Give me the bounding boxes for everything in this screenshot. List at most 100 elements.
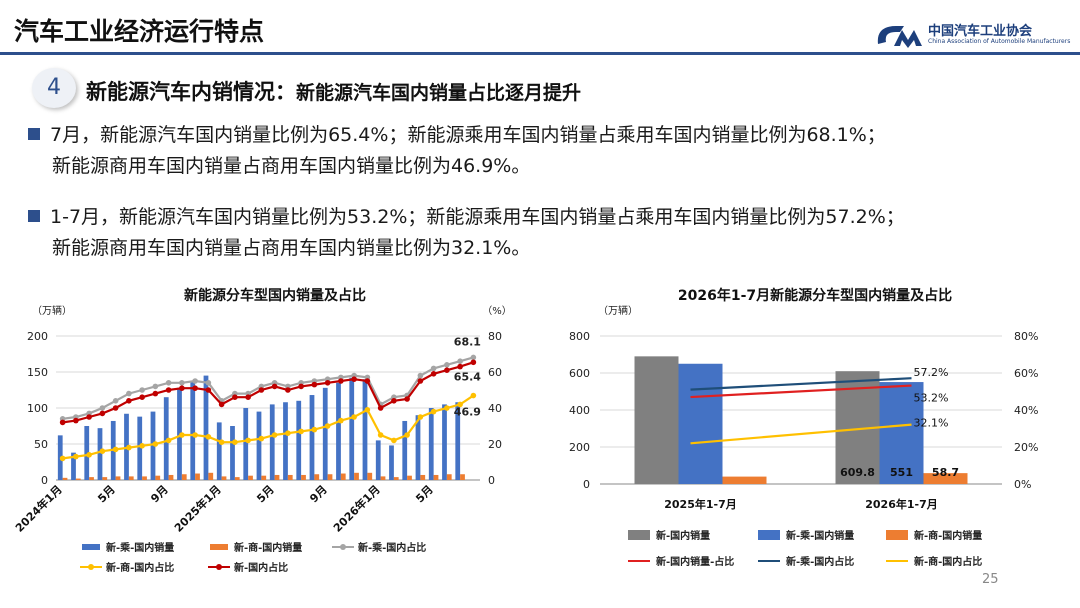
logo-text-en: China Association of Automobile Manufact… (928, 38, 1071, 45)
chart1-line-passenger-share-point (99, 405, 106, 411)
chart2-legend-label: 新-国内销量-占比 (656, 555, 734, 568)
chart1-bar-passenger (137, 416, 143, 480)
chart1-bar-passenger (203, 375, 209, 480)
chart2-legend-label: 新-商-国内销量 (914, 529, 982, 542)
chart1-line-total-share-point (152, 390, 159, 397)
chart1-line-passenger-share-point (152, 383, 159, 390)
chart1-bar-commercial (75, 478, 81, 480)
chart1-data-label: 65.4 (454, 370, 481, 383)
chart1-line-total-share-point (285, 387, 291, 393)
chart1-legend-swatch (210, 544, 228, 550)
chart1-line-commercial-share-point (165, 437, 172, 444)
chart1-bar-passenger (455, 402, 461, 480)
chart2-line-label: 57.2% (914, 366, 949, 379)
chart2-title: 2026年1-7月新能源分车型国内销量及占比 (678, 287, 952, 304)
chart1-line-total-share-point (311, 381, 318, 388)
chart2-legend-label: 新-国内销量 (656, 529, 710, 542)
section-title: 新能源汽车内销情况：新能源汽车国内销量占比逐月提升 (86, 76, 581, 106)
chart-ytd-nev-domestic: 2026年1-7月新能源分车型国内销量及占比 （万辆） 0 200 400 600 80… (569, 287, 1038, 568)
bullet-text-line2: 新能源商用车国内销量占商用车国内销量比例为32.1%。 (52, 237, 531, 259)
chart1-line-total-share-point (192, 385, 198, 391)
chart1-line-commercial-share-point (271, 432, 278, 438)
chart1-bar-commercial (380, 476, 386, 480)
chart1-line-passenger-share-point (139, 387, 145, 393)
chart2-ytick-left: 800 (569, 330, 590, 343)
chart1-line-total-share-point (351, 376, 357, 382)
chart1-bar-passenger (349, 377, 355, 480)
bullet-square-icon (28, 128, 40, 140)
chart1-line-total-share-point (417, 378, 424, 384)
chart1-line-commercial-share-point (245, 437, 251, 444)
chart1-line-total-share-point (126, 398, 132, 404)
caam-logo-mark-icon (877, 26, 922, 48)
logo-text-cn: 中国汽车工业协会 (928, 24, 1033, 39)
chart1-data-label: 68.1 (454, 335, 481, 348)
chart1-bar-commercial (89, 477, 94, 480)
chart1-line-commercial-share-point (391, 437, 397, 444)
chart1-line-commercial-share-point (179, 432, 185, 438)
chart1-bar-passenger (97, 428, 103, 480)
chart1-line-total-share-point (139, 394, 145, 400)
chart1-ytick-right: 80 (488, 330, 502, 343)
chart1-line-passenger-share-point (179, 380, 185, 386)
chart1-xtick: 9月 (148, 483, 170, 505)
chart1-bar-commercial (460, 474, 465, 480)
chart2-bar-passenger (678, 363, 723, 484)
chart1-ytick-left: 150 (27, 366, 48, 379)
chart1-line-total-share-point (86, 414, 92, 420)
chart1-bar-passenger (336, 382, 341, 480)
page-number: 25 (982, 572, 999, 587)
chart2-legend-swatch (628, 530, 650, 540)
chart1-legend-label: 新-乘-国内占比 (358, 541, 426, 554)
bullet-text-line1: 7月，新能源汽车国内销量比例为65.4%；新能源乘用车国内销量占乘用车国内销量比… (50, 124, 886, 146)
page-header-title: 汽车工业经济运行特点 (14, 17, 265, 46)
chart1-bar-passenger (243, 408, 249, 480)
chart1-line-commercial-share-point (457, 401, 463, 408)
chart1-line-total-share-point (73, 417, 79, 424)
chart1-line-passenger-share-point (126, 390, 132, 397)
chart1-xtick: 2024年1月 (12, 482, 65, 535)
chart1-bar-commercial (446, 474, 452, 480)
chart1-data-label: 46.9 (454, 406, 481, 419)
header-divider (0, 52, 1080, 55)
chart1-xtick: 9月 (307, 483, 329, 505)
chart1-xtick: 5月 (254, 483, 276, 505)
chart1-line-passenger-share-point (165, 380, 172, 386)
chart2-category-label: 2025年1-7月 (664, 497, 737, 511)
chart1-legend-marker (340, 544, 346, 550)
chart1-line-passenger-share-point (112, 398, 119, 404)
chart2-bar-commercial (722, 476, 767, 484)
chart1-line-commercial-share-point (351, 414, 357, 420)
chart1-ylabel-right: （%） (482, 305, 512, 317)
chart1-legend-marker (88, 564, 94, 570)
chart1-line-commercial-share-point (311, 426, 318, 433)
chart1-bar-passenger (309, 395, 315, 480)
chart1-line-commercial-share-point (139, 443, 145, 449)
chart1-legend-label: 新-国内占比 (234, 561, 288, 574)
chart1-line-commercial-share-point (324, 423, 331, 429)
chart2-legend-swatch (886, 530, 908, 540)
chart1-line-commercial-share-point (205, 434, 212, 440)
chart1-line-commercial-share-point (417, 414, 424, 420)
chart1-legend-marker (216, 564, 222, 570)
chart1-ylabel-left: （万辆） (32, 304, 72, 317)
chart1-line-total-share-point (338, 378, 344, 384)
chart1-line-total-share-point (112, 405, 119, 411)
chart2-ytick-right: 20% (1014, 441, 1038, 454)
chart1-line-commercial-share-point (152, 441, 159, 447)
chart2-ytick-right: 0% (1014, 478, 1031, 491)
chart1-bar-commercial (287, 474, 293, 480)
chart1-line-commercial-share-point (99, 448, 106, 454)
chart1-line-total-share-point (205, 387, 212, 393)
chart1-line-passenger-share-point (470, 354, 477, 361)
chart2-ytick-left: 0 (583, 478, 590, 491)
chart1-bar-passenger (230, 426, 235, 480)
chart1-line-commercial-share-point (430, 408, 437, 415)
chart1-line-total-share-point (245, 394, 251, 400)
chart1-bar-commercial (195, 473, 200, 480)
chart1-bar-passenger (428, 408, 434, 480)
chart1-line-commercial-share-point (364, 407, 371, 413)
chart2-bar-label: 551 (890, 466, 913, 479)
chart1-bar-commercial (367, 472, 373, 480)
chart1-bar-commercial (221, 476, 227, 480)
